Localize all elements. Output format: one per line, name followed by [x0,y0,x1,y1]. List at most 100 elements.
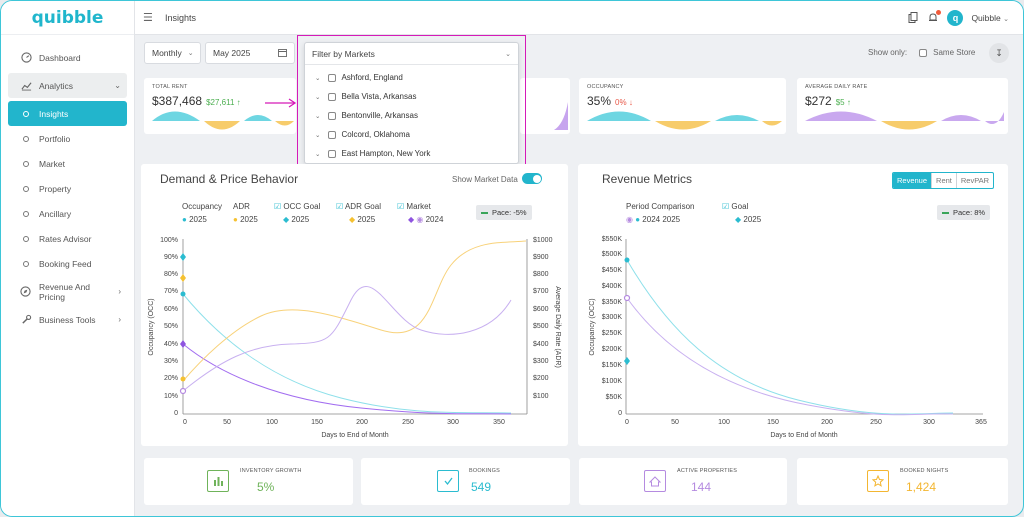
chevron-down-icon: ⌄ [187,50,194,57]
x-tick-label: 300 [447,419,459,426]
y-left-ticks: 0 10% 20% 30% 40% 50% 60% 70% 80% 90% 10… [160,237,178,417]
adr-goal-marker [180,274,186,282]
y-tick-label: 20% [164,375,178,382]
y-tick-label: $350K [602,299,623,306]
tab-revpar[interactable]: RevPAR [955,173,993,188]
dashboard-icon [20,52,32,64]
month-picker[interactable]: May 2025 [205,42,295,64]
sidebar-item-revenue-and-pricing[interactable]: Revenue And Pricing › [8,279,127,304]
chart-title: Revenue Metrics [602,172,693,186]
market-checkbox[interactable] [328,92,337,101]
legend-dot-icon: ● [233,215,238,224]
chevron-down-icon[interactable]: ⌄ [315,131,321,139]
copy-icon[interactable] [907,12,919,24]
legend-occ-goal[interactable]: ☑ OCC Goal ◆ 2025 [274,202,320,224]
chevron-down-icon[interactable]: ⌄ [315,74,321,82]
user-menu[interactable]: Quibble ⌄ [971,13,1009,23]
y-tick-label: $100K [602,378,623,385]
market-adr-series-line [182,285,512,392]
y-tick-label: 70% [164,288,178,295]
pace-indicator-icon [942,211,949,214]
chart-title: Demand & Price Behavior [160,172,299,186]
market-option[interactable]: ⌄ Bella Vista, Arkansas [305,87,518,106]
sidebar-item-property[interactable]: Property [8,176,127,201]
user-name: Quibble [971,12,1001,23]
y-tick-label: $550K [602,236,623,243]
tab-rent[interactable]: Rent [931,173,956,188]
stat-card-inventory-growth: INVENTORY GROWTH 5% [144,458,353,505]
market-option[interactable]: ⌄ Bentonville, Arkansas [305,106,518,125]
y-tick-label: $250K [602,330,623,337]
sidebar-item-ancillary[interactable]: Ancillary [8,201,127,226]
y-tick-label: $200K [602,346,623,353]
tab-revenue[interactable]: Revenue [893,173,932,188]
legend-diamond-icon: ◆ [735,215,742,224]
legend-market[interactable]: ☑ Market ◆ ◉ 2024 [397,202,443,224]
market-checkbox[interactable] [328,111,337,120]
legend-adr-goal[interactable]: ☑ ADR Goal ◆ 2025 [336,202,381,224]
chevron-down-icon[interactable]: ⌄ [315,150,321,158]
legend-year: 2025 [291,215,310,224]
demand-price-panel: Demand & Price Behavior Show Market Data… [141,164,568,446]
market-checkbox[interactable] [328,149,337,158]
period-value: Monthly [152,48,182,58]
market-checkbox[interactable] [328,73,337,82]
same-store-checkbox[interactable] [919,48,928,57]
avatar[interactable]: q [947,9,964,26]
stat-card-bookings: BOOKINGS 549 [361,458,570,505]
market-option-label: Bentonville, Arkansas [341,111,418,120]
market-option[interactable]: ⌄ East Hampton, New York [305,144,518,163]
sidebar-item-market[interactable]: Market [8,151,127,176]
y-tick-label: $1000 [533,237,553,244]
show-market-data-toggle[interactable] [522,173,542,184]
download-button[interactable]: ↧ [989,43,1009,63]
occupancy-series-line [182,293,512,414]
sidebar-item-insights[interactable]: Insights [8,101,127,126]
sidebar-item-label: Market [39,158,65,169]
sidebar-item-portfolio[interactable]: Portfolio [8,126,127,151]
sidebar-item-booking-feed[interactable]: Booking Feed [8,251,127,276]
market-option[interactable]: ⌄ Colcord, Oklahoma [305,125,518,144]
revenue-goal-marker [624,357,630,365]
kpi-sparkline [152,111,294,130]
markets-filter-select[interactable]: Filter by Markets ⌄ [305,43,518,65]
y-tick-label: 40% [164,341,178,348]
sidebar-item-dashboard[interactable]: Dashboard [8,45,127,70]
markets-option-list: ⌄ Ashford, England ⌄ Bella Vista, Arkansas… [305,65,518,163]
market-checkbox[interactable] [328,130,337,139]
y-tick-label: $500K [602,251,623,258]
bell-icon[interactable] [927,9,942,24]
sidebar-item-label: Property [39,183,72,194]
sidebar-item-label: Booking Feed [39,258,92,269]
market-option[interactable]: ⌄ Ashford, England [305,68,518,87]
period-select[interactable]: Monthly ⌄ [144,42,201,64]
x-tick-label: 100 [266,419,278,426]
legend-occupancy[interactable]: Occupancy ● 2025 [182,202,222,224]
kpi-label: OCCUPANCY [587,84,624,90]
x-ticks: 0 50 100 150 200 250 300 350 [183,419,505,426]
brand-logo[interactable]: quibble [1,1,134,35]
sidebar-item-label: Analytics [39,80,74,91]
chevron-down-icon[interactable]: ⌄ [315,93,321,101]
adr-series-line [182,240,527,382]
sidebar-item-rates-advisor[interactable]: Rates Advisor [8,226,127,251]
legend-adr[interactable]: ADR ● 2025 [233,202,258,224]
menu-collapse-icon[interactable]: ☰ [143,12,153,24]
legend-goal[interactable]: ☑ Goal ◆ 2025 [722,202,761,224]
markets-filter-dropdown[interactable]: Filter by Markets ⌄ ⌄ Ashford, England ⌄ B… [304,42,519,164]
x-tick-label: 200 [821,419,833,426]
legend-period-comparison[interactable]: Period Comparison ◉ ● 2024 2025 [626,202,694,224]
sidebar-item-business-tools[interactable]: Business Tools › [8,307,127,332]
bullet-icon [23,160,29,167]
chevron-down-icon[interactable]: ⌄ [315,112,321,120]
y-ticks: 0 $50K $100K $150K $200K $250K $300K $35… [602,236,623,417]
market-option-label: Ashford, England [341,73,403,82]
x-tick-label: 250 [870,419,882,426]
market-option-label: East Hampton, New York [341,149,431,158]
sidebar-item-label: Insights [39,108,69,119]
kpi-occupancy: OCCUPANCY 35% 0% ↓ [579,78,786,134]
sidebar-item-analytics[interactable]: Analytics ⌄ [8,73,127,98]
kpi-sparkline [587,111,782,130]
x-tick-label: 0 [183,419,187,426]
pace-indicator-icon [481,211,488,214]
